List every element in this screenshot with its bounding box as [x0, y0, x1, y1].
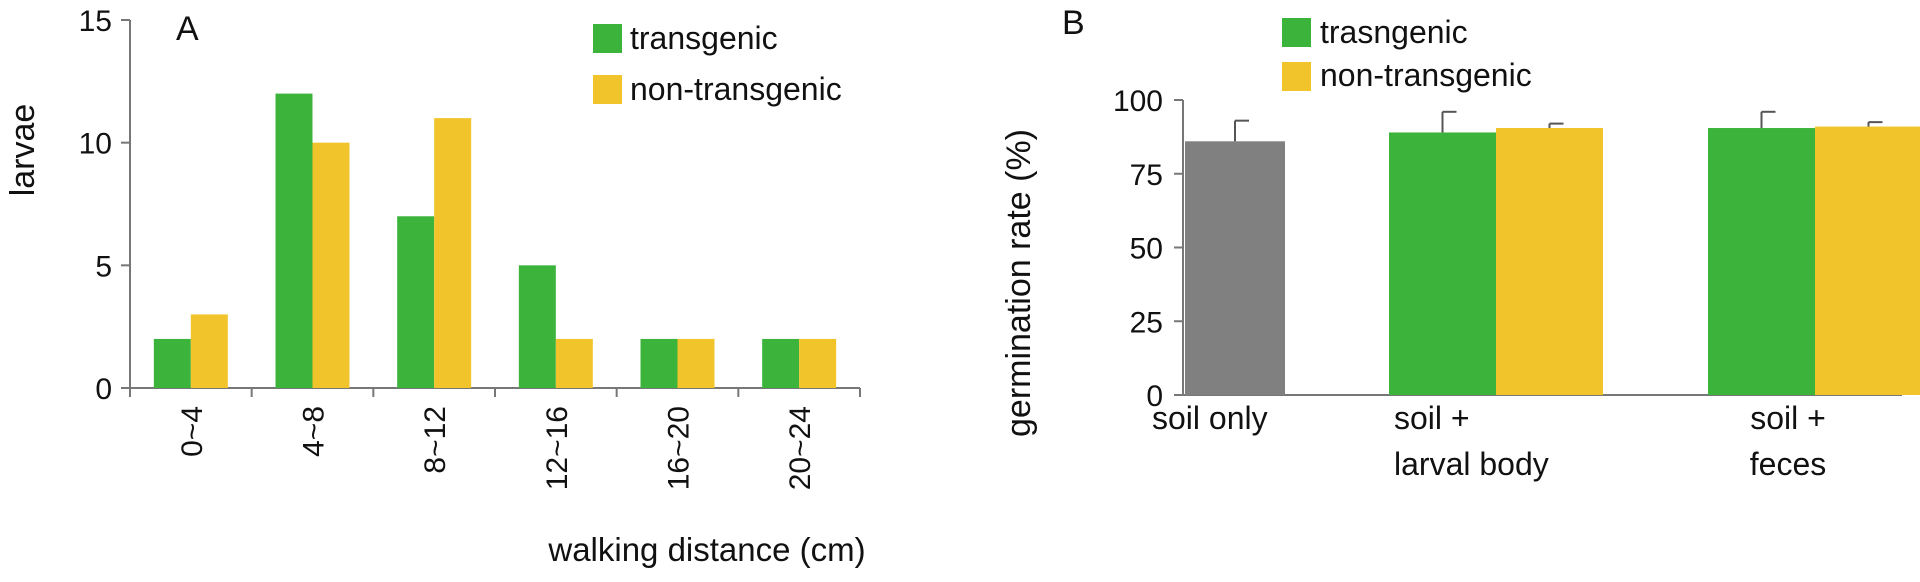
panel-a-bar-transgenic-3 [397, 216, 435, 388]
panel-a-x-tick-label: 8~12 [419, 406, 452, 474]
panel-a-bar-non-transgenic-2 [312, 142, 350, 388]
panel-a-bar-non-transgenic-5 [677, 338, 715, 388]
panel-a-x-tick-label: 0~4 [176, 406, 209, 457]
panel-a-bar-transgenic-2 [275, 93, 313, 388]
legend-a-swatch-transgenic [593, 24, 622, 53]
legend-b-label-trasngenic: trasngenic [1320, 14, 1468, 50]
panel-b-bar-3-1 [1708, 128, 1815, 395]
legend-b-label-non-transgenic: non-transgenic [1320, 57, 1532, 93]
panel-b-y-tick-label: 50 [1130, 233, 1163, 266]
panel-a-x-tick-label: 16~20 [663, 406, 696, 490]
panel-b: B germination rate (%) trasngenic non-tr… [1000, 4, 1920, 482]
panel-a-bar-transgenic-4 [518, 265, 556, 388]
panel-b-bar-2-1 [1389, 132, 1496, 395]
panel-b-x-category-label: soil + [1394, 400, 1470, 436]
panel-b-y-axis-label: germination rate (%) [1000, 129, 1038, 437]
panel-a-bar-non-transgenic-4 [555, 338, 593, 388]
panel-a-bar-non-transgenic-1 [190, 314, 228, 388]
panel-a-x-tick-label: 4~8 [298, 406, 331, 457]
panel-a-bar-non-transgenic-6 [799, 338, 837, 388]
panel-a-bar-transgenic-1 [153, 338, 191, 388]
panel-b-label: B [1062, 4, 1085, 42]
panel-a-y-axis-label: larvae [4, 104, 42, 197]
panel-a-y-tick-label: 5 [95, 250, 112, 283]
panel-b-y-tick-label: 0 [1146, 380, 1163, 413]
panel-b-bar-1-1 [1185, 141, 1285, 395]
panel-a-label: A [176, 10, 199, 48]
panel-a: A larvae walking distance (cm) 0 5 10 15 0~… [4, 5, 866, 568]
legend-b-swatch-trasngenic [1282, 18, 1311, 47]
panel-a-y-tick-label: 10 [79, 128, 112, 161]
panel-a-x-tick-label: 12~16 [541, 406, 574, 490]
panel-a-y-tick-label: 15 [79, 5, 112, 38]
panel-b-bar-2-2 [1496, 128, 1603, 395]
legend-a-label-transgenic: transgenic [630, 20, 778, 56]
panel-b-legend: trasngenic non-transgenic [1282, 14, 1532, 93]
panel-a-x-tick-label: 20~24 [784, 406, 817, 490]
panel-b-bar-3-2 [1815, 126, 1920, 396]
panel-a-y-tick-label: 0 [95, 373, 112, 406]
panel-a-bar-non-transgenic-3 [434, 118, 472, 388]
panel-a-bar-transgenic-6 [762, 338, 800, 388]
panel-a-bar-transgenic-5 [640, 338, 678, 388]
panel-b-x-category-label: soil + [1750, 400, 1826, 436]
legend-b-swatch-non-transgenic [1282, 62, 1311, 91]
panel-b-x-category-label: larval body [1394, 446, 1549, 482]
panel-a-x-axis-label: walking distance (cm) [547, 531, 865, 568]
panel-b-y-tick-label: 75 [1130, 159, 1163, 192]
panel-b-y-tick-label: 25 [1130, 306, 1163, 339]
panel-b-y-tick-label: 100 [1113, 85, 1163, 118]
panel-b-x-category-label: soil only [1152, 400, 1268, 436]
panel-b-x-category-label: feces [1750, 446, 1826, 482]
legend-a-label-non-transgenic: non-transgenic [630, 71, 842, 107]
panel-a-legend: transgenic non-transgenic [593, 20, 842, 107]
legend-a-swatch-non-transgenic [593, 75, 622, 104]
